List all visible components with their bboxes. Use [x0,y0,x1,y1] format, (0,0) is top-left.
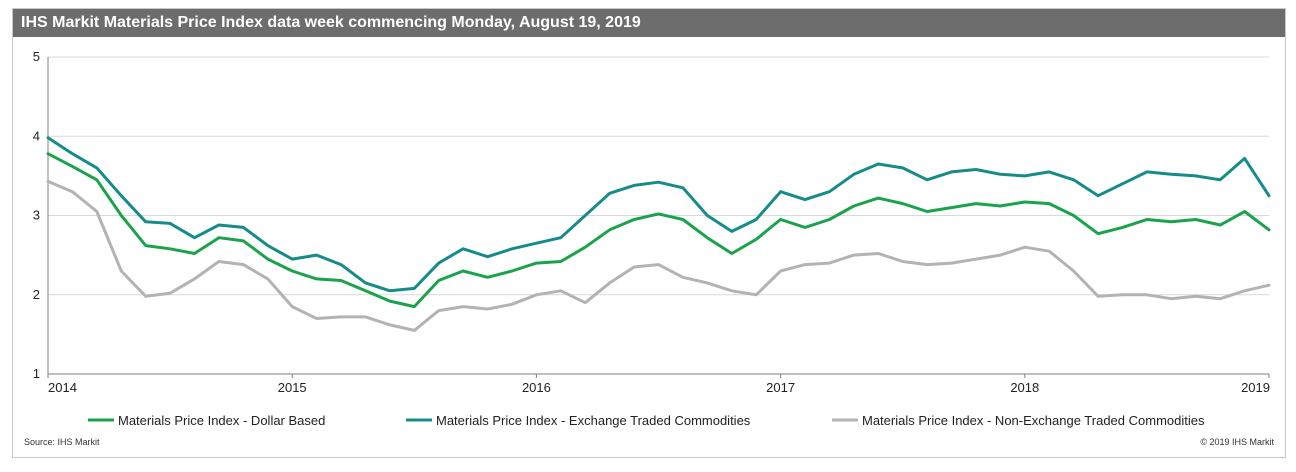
y-tick-label-5: 5 [33,49,40,64]
series-line-2 [46,136,1271,293]
x-tick-label-2018: 2018 [1010,380,1039,395]
x-tick-label-2019: 2019 [1241,380,1270,395]
chart-frame: IHS Markit Materials Price Index data we… [12,8,1286,458]
series-line-3 [46,179,1271,332]
legend-label-2: Materials Price Index - Exchange Traded … [436,413,751,428]
y-tick-label-2: 2 [33,287,40,302]
y-tick-label-1: 1 [33,366,40,381]
chart-title: IHS Markit Materials Price Index data we… [13,9,1285,37]
x-tick-label-2015: 2015 [278,380,307,395]
source-note: Source: IHS Markit [24,437,100,447]
x-tick-label-2017: 2017 [766,380,795,395]
x-tick-label-2016: 2016 [522,380,551,395]
legend-label-1: Materials Price Index - Dollar Based [118,413,325,428]
y-tick-label-4: 4 [33,128,40,143]
y-tick-label-3: 3 [33,208,40,223]
x-tick-label-2014: 2014 [48,380,77,395]
legend-label-3: Materials Price Index - Non-Exchange Tra… [862,413,1205,428]
copyright-note: © 2019 IHS Markit [1200,437,1274,447]
series-line-1 [46,152,1271,309]
